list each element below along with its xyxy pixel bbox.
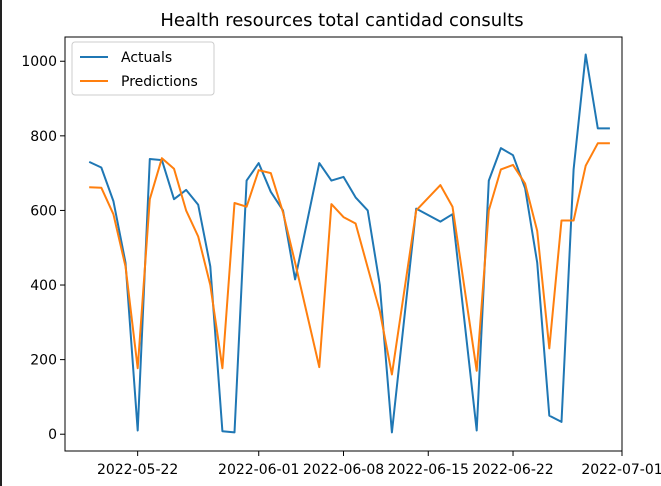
x-tick-label: 2022-06-15 xyxy=(388,462,469,478)
x-tick-label: 2022-06-22 xyxy=(472,462,553,478)
series-line-predictions xyxy=(89,142,610,376)
y-tick-label: 600 xyxy=(30,203,57,219)
y-tick-label: 800 xyxy=(30,129,57,145)
legend: Actuals Predictions xyxy=(71,41,215,96)
y-tick-label: 200 xyxy=(30,353,57,369)
x-tick-label: 2022-07-01 xyxy=(581,462,661,478)
y-tick-label: 400 xyxy=(30,278,57,294)
y-tick-label: 0 xyxy=(48,427,57,443)
x-tick-label: 2022-06-08 xyxy=(303,462,384,478)
x-tick-label: 2022-06-01 xyxy=(218,462,299,478)
y-tick-label: 1000 xyxy=(21,54,57,70)
plot-area xyxy=(88,53,610,434)
legend-label-predictions: Predictions xyxy=(121,74,198,90)
legend-label-actuals: Actuals xyxy=(121,50,172,66)
series-line-actuals xyxy=(88,53,610,434)
x-tick-label: 2022-05-22 xyxy=(97,462,178,478)
window-edge xyxy=(0,0,2,486)
chart-title: Health resources total cantidad consults xyxy=(160,10,523,31)
